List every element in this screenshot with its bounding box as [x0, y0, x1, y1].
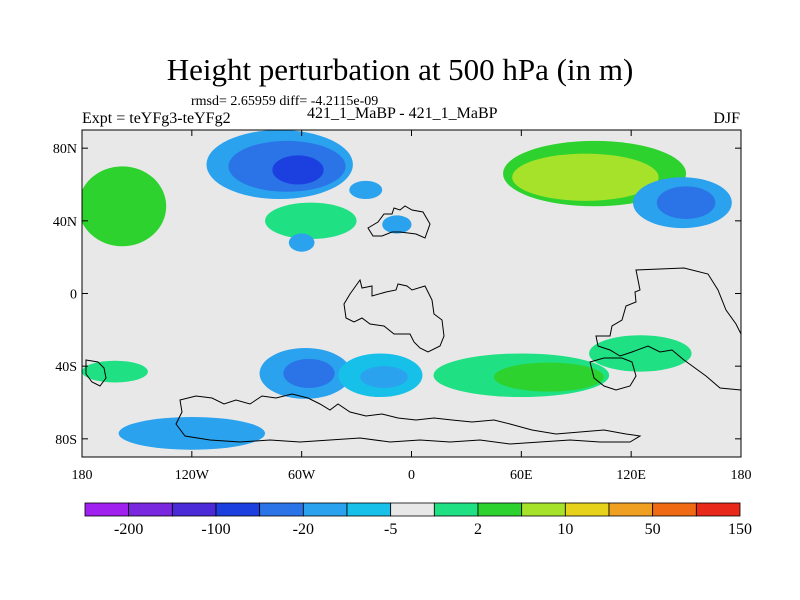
- colorbar-swatch: [215, 502, 261, 517]
- field-south-atlantic-low-core: [360, 366, 408, 388]
- field-southern-ocean-positive-core: [493, 362, 604, 392]
- x-tick-label: 60W: [288, 468, 316, 483]
- colorbar-label: 50: [645, 521, 661, 538]
- colorbar-label: -200: [114, 521, 143, 538]
- field-europe-low: [382, 215, 412, 234]
- coastline-south-america: [85, 359, 107, 387]
- x-tick-label: 0: [408, 468, 415, 483]
- x-tick-label: 120W: [175, 468, 210, 483]
- perturbation-field: [82, 130, 732, 450]
- colorbar-label: 10: [557, 521, 573, 538]
- chart-subtitle: rmsd= 2.65959 diff= -4.2115e-09: [191, 94, 379, 109]
- y-tick-label: 40N: [53, 215, 77, 230]
- y-tick-label: 40S: [55, 360, 77, 375]
- colorbar-swatch: [477, 502, 523, 517]
- chart-title: Height perturbation at 500 hPa (in m): [166, 52, 634, 87]
- coastlines: [85, 205, 741, 445]
- x-tick-label: 120E: [616, 468, 646, 483]
- colorbar: -200 -100 -20 -5 2 10 50 150: [84, 502, 752, 538]
- colorbar-swatch: [608, 502, 654, 517]
- colorbar-label: 2: [474, 521, 482, 538]
- colorbar-label: -5: [384, 521, 397, 538]
- x-tick-label: 180: [72, 468, 93, 483]
- coastline-south-asia: [595, 267, 741, 391]
- field-north-pacific-low-core: [656, 186, 716, 220]
- colorbar-swatch: [564, 502, 610, 517]
- colorbar-swatch: [521, 502, 566, 517]
- colorbar-swatch: [84, 502, 130, 517]
- field-indian-ocean-positive: [589, 335, 692, 372]
- colorbar-swatch: [390, 502, 435, 517]
- colorbar-swatch: [695, 502, 741, 517]
- colorbar-label: -20: [293, 521, 314, 538]
- y-tick-label: 80S: [55, 433, 77, 448]
- x-tick-label: 60E: [510, 468, 533, 483]
- field-south-pacific-positive: [82, 360, 148, 383]
- field-antarctic-low: [118, 417, 266, 450]
- field-atlantic-low: [349, 180, 383, 200]
- y-tick-label: 80N: [53, 142, 77, 157]
- colorbar-swatch: [302, 502, 348, 517]
- field-central-atlantic-low: [288, 233, 315, 252]
- coastline-australia: [589, 357, 637, 391]
- axes: 180 120W 60W 0 60E 120E 180 80N 40N 0 40S 80S: [53, 130, 752, 483]
- colorbar-swatch: [259, 502, 304, 517]
- y-tick-label: 0: [70, 288, 77, 303]
- coastline-africa: [343, 278, 445, 353]
- x-tick-label: 180: [731, 468, 752, 483]
- field-north-america-low-core: [272, 155, 324, 185]
- field-north-pacific-positive: [82, 166, 167, 247]
- colorbar-label: 150: [728, 521, 752, 538]
- coastline-antarctica: [175, 393, 642, 445]
- field-north-atlantic-positive: [265, 202, 357, 239]
- colorbar-swatch: [346, 502, 392, 517]
- coastline-europe: [367, 205, 431, 239]
- colorbar-swatch: [171, 502, 217, 517]
- colorbar-swatch: [652, 502, 697, 517]
- colorbar-label: -100: [201, 521, 230, 538]
- field-siberia-positive-inner: [512, 153, 659, 201]
- colorbar-swatch: [433, 502, 479, 517]
- colorbar-swatch: [128, 502, 173, 517]
- case-label: 421_1_MaBP - 421_1_MaBP: [307, 105, 498, 122]
- experiment-label: Expt = teYFg3-teYFg2: [82, 110, 231, 127]
- season-label: DJF: [713, 110, 740, 127]
- field-south-pacific-low-core: [283, 358, 335, 388]
